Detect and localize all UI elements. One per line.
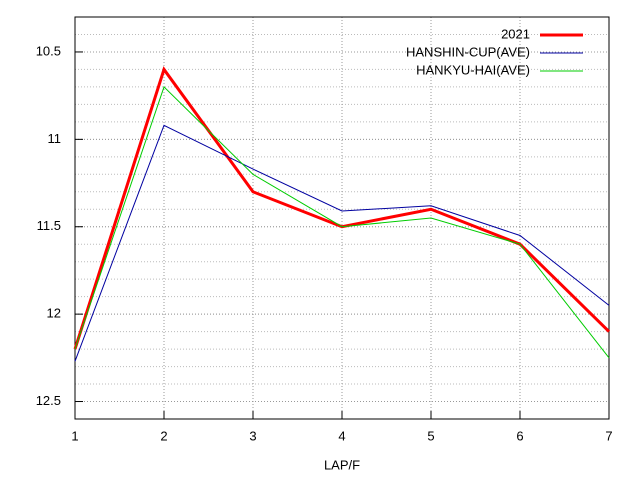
x-tick-label: 5 — [427, 428, 434, 443]
x-tick-label: 1 — [71, 428, 78, 443]
x-tick-label: 6 — [516, 428, 523, 443]
legend-label: HANKYU-HAI(AVE) — [416, 62, 530, 77]
y-tick-label: 11 — [48, 131, 62, 146]
x-tick-label: 2 — [160, 428, 167, 443]
legend-label: 2021 — [501, 26, 530, 41]
plot-frame — [74, 16, 610, 420]
series-line — [74, 85, 610, 359]
y-tick-label: 12.5 — [36, 393, 61, 408]
y-tick-label: 11.5 — [37, 218, 61, 233]
y-tick-label: 10.5 — [36, 43, 61, 58]
y-tick-label: 12 — [47, 306, 61, 321]
x-tick-label: 3 — [249, 428, 256, 443]
series-line — [74, 124, 610, 362]
x-tick-label: 4 — [338, 428, 345, 443]
legend-label: HANSHIN-CUP(AVE) — [406, 44, 530, 59]
x-axis-label: LAP/F — [324, 457, 360, 472]
x-tick-label: 7 — [605, 428, 612, 443]
